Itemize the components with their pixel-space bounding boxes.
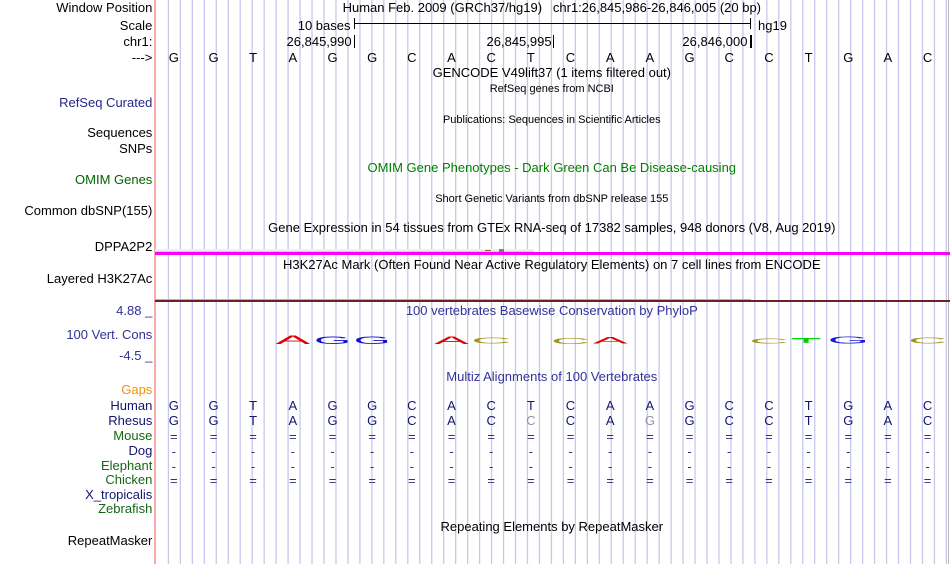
svg-text:G: G bbox=[354, 334, 391, 346]
svg-text:G: G bbox=[828, 335, 869, 346]
svg-text:A: A bbox=[593, 335, 628, 346]
svg-text:C: C bbox=[908, 336, 947, 346]
svg-text:A: A bbox=[275, 333, 311, 347]
svg-text:C: C bbox=[471, 336, 511, 345]
svg-text:C: C bbox=[551, 336, 590, 346]
svg-text:A: A bbox=[434, 334, 470, 346]
svg-text:C: C bbox=[749, 337, 789, 345]
svg-text:G: G bbox=[314, 334, 351, 346]
